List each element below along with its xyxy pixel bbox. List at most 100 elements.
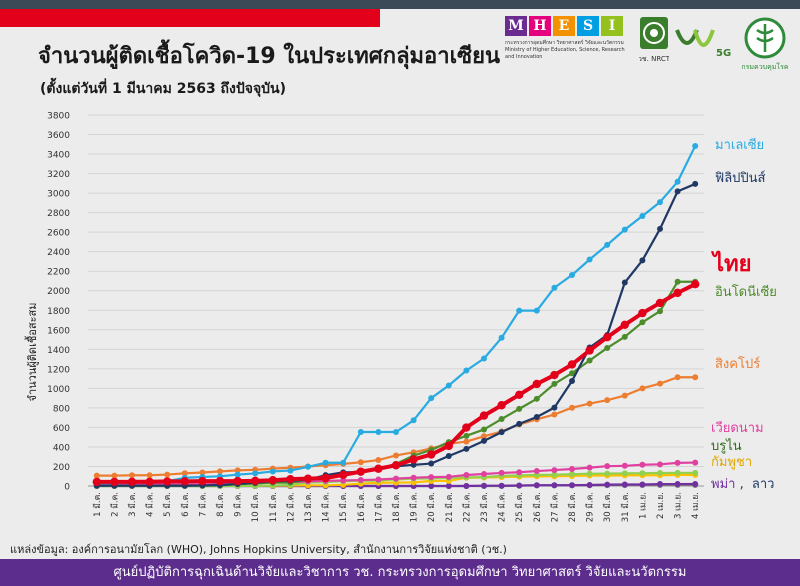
- data-point: [357, 459, 364, 466]
- x-tick-label: 2 มี.ค.: [109, 492, 120, 517]
- data-point: [551, 467, 558, 474]
- y-axis-label: จำนวนผู้ติดเชื้อสะสม: [24, 303, 39, 402]
- y-tick-label: 400: [53, 443, 70, 453]
- x-tick-label: 10 มี.ค.: [250, 492, 261, 522]
- data-point: [233, 476, 242, 486]
- y-tick-label: 800: [53, 404, 70, 414]
- data-point: [391, 461, 401, 470]
- data-point: [92, 477, 102, 487]
- x-tick-label: 21 มี.ค.: [444, 492, 455, 522]
- data-point: [603, 333, 612, 342]
- data-point: [410, 474, 417, 481]
- mhesi-caption: กระทรวงการอุดมศึกษา วิทยาศาสตร์ วิจัยและ…: [505, 40, 625, 60]
- x-tick-label: 13 มี.ค.: [303, 492, 314, 522]
- data-point: [621, 226, 628, 233]
- data-point: [445, 382, 452, 389]
- data-point: [463, 367, 470, 374]
- data-point: [463, 483, 470, 489]
- data-point: [463, 438, 470, 445]
- data-point: [463, 432, 470, 439]
- x-tick-label: 1 มี.ค.: [92, 492, 103, 517]
- data-point: [357, 429, 364, 436]
- data-point: [217, 468, 223, 475]
- y-tick-label: 0: [64, 483, 70, 493]
- data-point: [410, 417, 417, 424]
- data-point: [393, 452, 399, 459]
- data-point: [674, 178, 681, 185]
- data-point: [515, 390, 524, 400]
- data-point: [569, 482, 575, 489]
- x-tick-label: 11 มี.ค.: [268, 492, 279, 522]
- data-point: [303, 474, 313, 483]
- data-point: [340, 477, 347, 484]
- series-ไทย: [92, 279, 700, 487]
- data-point: [444, 441, 453, 451]
- y-tick-label: 2000: [47, 287, 70, 297]
- y-tick-label: 1400: [47, 346, 70, 356]
- x-tick-label: 22 มี.ค.: [461, 492, 472, 522]
- page-title: จำนวนผู้ติดเชื้อโควิด-19 ในประเทศกลุ่มอา…: [38, 44, 500, 69]
- data-point: [516, 420, 523, 427]
- x-axis: 1 มี.ค. 2 มี.ค. 3 มี.ค. 4 มี.ค. 5 มี.ค. 6 มี.…: [88, 485, 704, 522]
- data-point: [657, 481, 663, 488]
- label-brunei: บรูไน: [711, 438, 742, 454]
- x-tick-label: 2 เม.ย.: [656, 492, 666, 519]
- cases-line-chart: 0 200 400 600 800 1000 1200 1400 1600 1800 2000 220…: [24, 112, 777, 523]
- x-tick-label: 3 เม.ย.: [674, 492, 684, 519]
- data-point: [586, 482, 593, 489]
- data-point: [428, 474, 435, 481]
- data-point: [409, 455, 418, 464]
- data-point: [621, 470, 628, 477]
- data-point: [110, 477, 119, 487]
- data-point: [129, 472, 135, 479]
- data-point: [127, 477, 137, 487]
- data-point: [639, 385, 646, 392]
- y-tick-label: 2800: [47, 209, 70, 219]
- data-point: [340, 459, 347, 466]
- label-thailand: ไทย: [711, 250, 751, 277]
- data-point: [199, 469, 206, 476]
- data-point: [428, 395, 435, 402]
- x-tick-label: 4 มี.ค.: [145, 492, 156, 517]
- vch-5g-label: 5G: [716, 48, 731, 59]
- data-point: [516, 469, 523, 476]
- data-point: [339, 470, 348, 480]
- data-point: [481, 482, 487, 489]
- dept-disease-control-logo-icon: กรมควบคุมโรค: [741, 17, 789, 71]
- x-tick-label: 30 มี.ค.: [602, 492, 613, 522]
- data-point: [428, 460, 435, 467]
- data-point: [481, 437, 487, 444]
- mhesi-letter-i: I: [601, 16, 623, 36]
- data-point: [569, 272, 575, 279]
- y-tick-label: 3200: [47, 170, 70, 180]
- data-point: [604, 470, 611, 477]
- x-tick-label: 4 เม.ย.: [691, 492, 701, 519]
- label-philippines: ฟิลิปปินส์: [715, 170, 766, 186]
- x-tick-label: 17 มี.ค.: [373, 492, 384, 522]
- footer-banner: ศูนย์ปฏิบัติการฉุกเฉินด้านวิจัยและวิชากา…: [0, 559, 800, 586]
- x-tick-label: 26 มี.ค.: [532, 492, 543, 522]
- data-point: [287, 467, 294, 474]
- x-tick-label: 23 มี.ค.: [479, 492, 490, 522]
- data-point: [428, 483, 435, 489]
- data-point: [445, 453, 452, 460]
- mhesi-letter-e: E: [553, 16, 575, 36]
- x-tick-label: 24 มี.ค.: [497, 492, 508, 522]
- data-point: [621, 481, 628, 488]
- data-point: [550, 370, 559, 380]
- data-point: [621, 333, 628, 340]
- data-point: [164, 471, 171, 478]
- x-tick-label: 5 มี.ค.: [162, 492, 173, 517]
- data-point: [498, 429, 505, 436]
- y-axis: 0 200 400 600 800 1000 1200 1400 1600 1800 2000 220…: [47, 112, 70, 493]
- vch-5g-logo-icon: 5G: [675, 29, 731, 59]
- data-point: [393, 429, 399, 436]
- data-point: [604, 241, 611, 248]
- label-separator: ,: [740, 477, 744, 492]
- data-point: [674, 278, 681, 285]
- data-point: [286, 474, 295, 484]
- x-tick-label: 7 มี.ค.: [197, 492, 208, 517]
- data-point: [551, 404, 558, 411]
- data-point: [569, 378, 575, 385]
- data-point: [551, 482, 558, 489]
